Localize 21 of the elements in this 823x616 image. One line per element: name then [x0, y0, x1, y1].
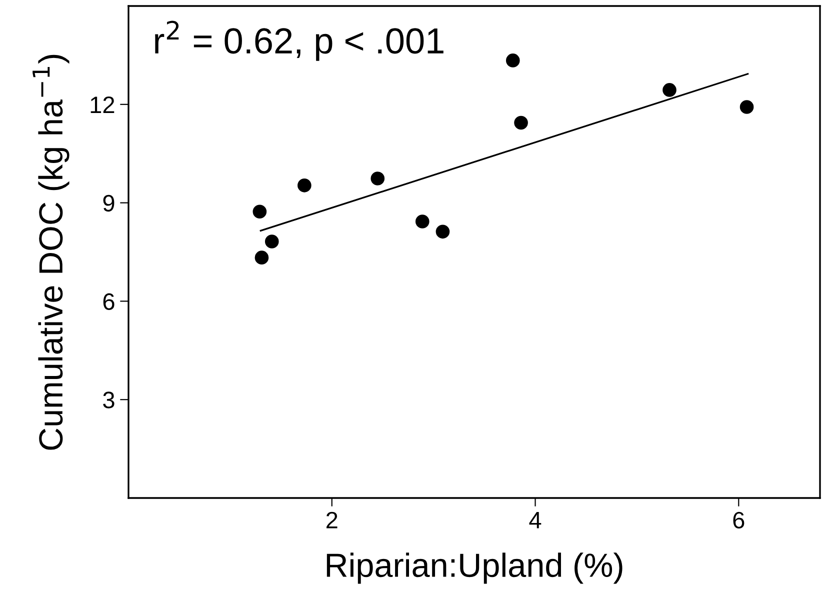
- point: [252, 204, 267, 219]
- point: [506, 54, 520, 68]
- point: [662, 83, 676, 97]
- point: [298, 178, 312, 192]
- point: [254, 250, 269, 264]
- x-axis-title: Riparian:Upland (%): [326, 552, 622, 584]
- y-tick-label: 12: [90, 96, 114, 113]
- point: [370, 172, 385, 186]
- point: [740, 100, 754, 114]
- point: [264, 234, 279, 248]
- point: [415, 214, 430, 228]
- x-tick-label: 2: [326, 512, 338, 528]
- y-tick-label: 3: [103, 392, 114, 408]
- point: [436, 224, 450, 239]
- x-tick-label: 4: [529, 512, 542, 528]
- point: [514, 116, 528, 130]
- y-tick-label: 6: [103, 293, 114, 310]
- y-axis-title: Cumulative DOC (kg ha$^{−1}$): [32, 54, 70, 450]
- y-tick-label: 9: [103, 194, 114, 212]
- x-tick-label: 6: [733, 512, 744, 529]
- annotation: r$^{2}$ = 0.62, p < .001: [155, 20, 444, 61]
